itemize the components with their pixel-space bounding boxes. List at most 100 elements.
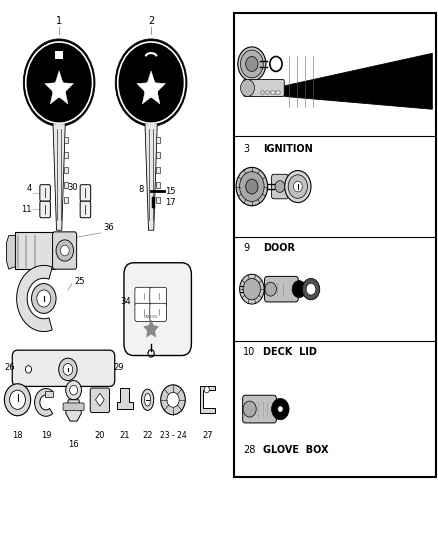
Text: 34: 34 xyxy=(120,297,131,305)
Text: 20: 20 xyxy=(95,431,105,440)
Text: 21: 21 xyxy=(120,431,130,440)
Bar xyxy=(64,152,68,158)
Text: 16: 16 xyxy=(68,440,79,449)
FancyBboxPatch shape xyxy=(53,232,77,269)
Bar xyxy=(156,137,160,143)
Circle shape xyxy=(265,282,276,296)
Circle shape xyxy=(236,167,268,206)
Text: GLOVE  BOX: GLOVE BOX xyxy=(263,446,328,455)
FancyBboxPatch shape xyxy=(80,201,91,217)
Polygon shape xyxy=(144,320,159,337)
Circle shape xyxy=(204,386,209,393)
Text: 25: 25 xyxy=(74,277,85,286)
Polygon shape xyxy=(7,236,15,269)
Circle shape xyxy=(246,179,258,194)
Circle shape xyxy=(240,274,264,304)
Circle shape xyxy=(56,240,74,261)
Text: 2: 2 xyxy=(148,15,154,26)
Bar xyxy=(271,91,275,94)
Text: 30: 30 xyxy=(67,183,78,192)
Polygon shape xyxy=(200,386,215,413)
Circle shape xyxy=(4,384,31,416)
Circle shape xyxy=(246,56,258,71)
Circle shape xyxy=(70,385,78,395)
Circle shape xyxy=(306,284,316,295)
Circle shape xyxy=(292,280,306,297)
Bar xyxy=(156,182,160,188)
Ellipse shape xyxy=(141,389,154,410)
Polygon shape xyxy=(53,124,65,230)
Bar xyxy=(64,197,68,203)
Circle shape xyxy=(240,172,264,201)
Text: 1: 1 xyxy=(56,15,62,26)
Circle shape xyxy=(272,399,289,420)
Circle shape xyxy=(275,181,285,192)
Text: 27: 27 xyxy=(202,431,213,440)
Polygon shape xyxy=(117,388,133,409)
Polygon shape xyxy=(145,124,157,230)
Polygon shape xyxy=(66,400,81,421)
FancyBboxPatch shape xyxy=(135,303,152,321)
Circle shape xyxy=(63,364,73,375)
Bar xyxy=(64,167,68,173)
Circle shape xyxy=(25,366,32,373)
FancyBboxPatch shape xyxy=(90,388,110,413)
FancyBboxPatch shape xyxy=(135,287,152,305)
Circle shape xyxy=(32,284,56,313)
Circle shape xyxy=(238,47,266,81)
Circle shape xyxy=(288,175,307,198)
Ellipse shape xyxy=(145,393,151,406)
Circle shape xyxy=(37,290,51,307)
Text: 23 - 24: 23 - 24 xyxy=(159,431,187,440)
Text: 26: 26 xyxy=(5,364,15,372)
Bar xyxy=(55,51,63,59)
Text: 19: 19 xyxy=(41,431,51,440)
Text: 4: 4 xyxy=(26,184,32,192)
FancyBboxPatch shape xyxy=(40,201,50,217)
Text: IGNITION: IGNITION xyxy=(263,144,313,154)
Circle shape xyxy=(161,385,185,415)
Bar xyxy=(266,91,269,94)
Text: UNLOCK: UNLOCK xyxy=(144,314,159,319)
Text: 22: 22 xyxy=(142,431,153,440)
Text: 11: 11 xyxy=(21,205,32,214)
Circle shape xyxy=(115,39,187,126)
Bar xyxy=(156,197,160,203)
Circle shape xyxy=(278,406,283,412)
Bar xyxy=(276,91,280,94)
Text: 18: 18 xyxy=(12,431,23,440)
Text: 17: 17 xyxy=(166,198,176,207)
FancyBboxPatch shape xyxy=(80,184,91,201)
Text: 36: 36 xyxy=(103,223,114,232)
Text: 10: 10 xyxy=(243,347,255,357)
Circle shape xyxy=(243,278,261,300)
Text: 3: 3 xyxy=(243,144,249,154)
Circle shape xyxy=(167,392,179,407)
Circle shape xyxy=(59,358,77,381)
Bar xyxy=(156,152,160,158)
FancyBboxPatch shape xyxy=(243,395,276,423)
Circle shape xyxy=(243,401,256,417)
FancyBboxPatch shape xyxy=(244,79,284,96)
Circle shape xyxy=(240,79,254,96)
Polygon shape xyxy=(95,393,104,406)
Circle shape xyxy=(60,245,69,256)
Text: 15: 15 xyxy=(166,187,176,196)
Polygon shape xyxy=(17,265,52,332)
Polygon shape xyxy=(137,71,166,104)
Bar xyxy=(234,13,436,477)
Circle shape xyxy=(23,39,95,126)
FancyBboxPatch shape xyxy=(12,350,115,386)
Circle shape xyxy=(302,278,320,300)
Circle shape xyxy=(66,381,81,400)
FancyBboxPatch shape xyxy=(150,287,166,305)
Circle shape xyxy=(270,56,282,71)
Circle shape xyxy=(10,390,25,409)
Text: DECK  LID: DECK LID xyxy=(263,347,317,357)
Text: 28: 28 xyxy=(243,446,255,455)
Text: 8: 8 xyxy=(138,185,144,194)
FancyBboxPatch shape xyxy=(15,232,55,269)
Polygon shape xyxy=(285,53,432,109)
FancyBboxPatch shape xyxy=(63,403,84,410)
FancyBboxPatch shape xyxy=(45,391,53,397)
